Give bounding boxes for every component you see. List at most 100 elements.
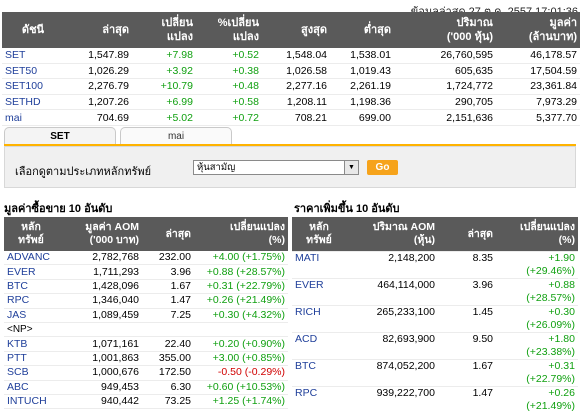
symbol-link[interactable]: BTC bbox=[7, 279, 28, 292]
col-aom-volume: ปริมาณ AOM (หุ้น) bbox=[346, 217, 438, 252]
table-row: ADVANC 2,782,768 232.00 +4.00 (+1.75%) bbox=[4, 251, 288, 266]
aom-value: 1,001,863 bbox=[58, 351, 142, 367]
pct-change: (+21.49%) bbox=[526, 400, 575, 412]
spacer-cell bbox=[292, 319, 496, 333]
aom-volume: 82,693,900 bbox=[346, 332, 438, 346]
index-volume: 290,705 bbox=[394, 94, 496, 111]
price-change: +1.90 bbox=[496, 251, 578, 265]
table-row-sub: (+21.49%) bbox=[292, 400, 578, 413]
index-high: 1,548.04 bbox=[262, 48, 330, 64]
table-row: INTUCH 940,442 73.25 +1.25 (+1.74%) bbox=[4, 394, 288, 410]
symbol-link[interactable]: RICH bbox=[295, 306, 321, 318]
tab-set[interactable]: SET bbox=[4, 127, 116, 144]
last-price: 3.96 bbox=[438, 278, 496, 292]
price-change: +0.30 bbox=[496, 305, 578, 319]
last-price: 172.50 bbox=[142, 365, 194, 381]
aom-value: 949,453 bbox=[58, 380, 142, 395]
table-row-sub: (+28.57%) bbox=[292, 292, 578, 306]
spacer-cell bbox=[292, 400, 496, 413]
last-price: 7.25 bbox=[142, 308, 194, 323]
symbol-link[interactable]: ADVANC bbox=[7, 251, 50, 264]
col-symbol: หลัก ทรัพย์ bbox=[4, 217, 58, 251]
symbol-cell: JAS bbox=[4, 308, 58, 323]
table-row: EVER 464,114,000 3.96 +0.88 bbox=[292, 278, 578, 292]
symbol-link[interactable]: ACD bbox=[295, 333, 318, 345]
chevron-down-icon: ▼ bbox=[344, 161, 358, 174]
spacer-cell bbox=[292, 292, 496, 306]
top-gainers-title: ราคาเพิ่มขึ้น 10 อันดับ bbox=[294, 203, 400, 215]
pct-change: (+28.57%) bbox=[526, 292, 575, 304]
index-table: ดัชนี ล่าสุด เปลี่ยน แปลง %เปลี่ยน แปลง … bbox=[2, 12, 580, 126]
index-table-body: SET 1,547.89 +7.98 +0.52 1,548.04 1,538.01 26,… bbox=[2, 48, 580, 126]
index-low: 2,261.19 bbox=[330, 78, 394, 95]
symbol-link[interactable]: ABC bbox=[7, 380, 29, 393]
last-price: 1.47 bbox=[438, 386, 496, 400]
index-change: +3.92 bbox=[132, 63, 196, 80]
symbol-link[interactable]: RPC bbox=[7, 294, 30, 307]
last-price: 1.45 bbox=[438, 305, 496, 319]
index-volume: 26,760,595 bbox=[394, 48, 496, 64]
symbol-link[interactable]: JAS bbox=[7, 308, 27, 321]
last-price: 1.47 bbox=[142, 293, 194, 309]
symbol-link[interactable]: MATI bbox=[295, 252, 320, 264]
index-row: mai 704.69 +5.02 +0.72 708.21 699.00 2,151,636… bbox=[2, 109, 580, 126]
table-row: ABC 949,453 6.30 +0.60 (+10.53%) bbox=[4, 380, 288, 395]
symbol-cell: RPC bbox=[292, 386, 346, 400]
symbol-link[interactable]: EVER bbox=[295, 279, 324, 291]
index-volume: 2,151,636 bbox=[394, 109, 496, 126]
index-pct-change: +0.52 bbox=[196, 48, 262, 64]
security-type-select[interactable]: หุ้นสามัญ ▼ bbox=[193, 160, 359, 175]
symbol-link[interactable]: BTC bbox=[295, 360, 316, 372]
symbol-cell: EVER bbox=[4, 264, 58, 280]
aom-volume: 464,114,000 bbox=[346, 278, 438, 292]
aom-value: 1,000,676 bbox=[58, 365, 142, 381]
table-row-sub: (+29.46%) bbox=[292, 265, 578, 279]
symbol-link[interactable]: SCB bbox=[7, 366, 29, 379]
symbol-cell: MATI bbox=[292, 251, 346, 265]
col-pct-change: %เปลี่ยน แปลง bbox=[196, 12, 262, 48]
index-name[interactable]: SET100 bbox=[2, 78, 64, 95]
top-value-table: หลัก ทรัพย์ มูลค่า AOM ('000 บาท) ล่าสุด… bbox=[4, 217, 288, 410]
price-change: +3.00 (+0.85%) bbox=[194, 351, 288, 367]
index-name[interactable]: SETHD bbox=[2, 94, 64, 111]
index-last: 1,026.29 bbox=[64, 63, 132, 80]
index-table-header: ดัชนี ล่าสุด เปลี่ยน แปลง %เปลี่ยน แปลง … bbox=[2, 12, 580, 48]
index-value: 5,377.70 bbox=[496, 109, 580, 126]
filter-label: เลือกดูตามประเภทหลักทรัพย์ bbox=[15, 166, 152, 178]
index-volume: 605,635 bbox=[394, 63, 496, 80]
price-change: +0.88 (+28.57%) bbox=[194, 264, 288, 280]
table-row: KTB 1,071,161 22.40 +0.20 (+0.90%) bbox=[4, 336, 288, 352]
col-index: ดัชนี bbox=[2, 12, 64, 48]
top-gainers-table: หลัก ทรัพย์ ปริมาณ AOM (หุ้น) ล่าสุด เปล… bbox=[292, 217, 578, 413]
col-high: สูงสุด bbox=[262, 12, 330, 48]
pct-change: (+23.38%) bbox=[526, 346, 575, 358]
symbol-cell: ABC bbox=[4, 380, 58, 395]
index-value: 46,178.57 bbox=[496, 48, 580, 64]
symbol-link[interactable]: EVER bbox=[7, 265, 36, 278]
price-change: +0.26 (+21.49%) bbox=[194, 293, 288, 309]
index-row: SET100 2,276.79 +10.79 +0.48 2,277.16 2,261.1… bbox=[2, 78, 580, 95]
table-row: SCB 1,000,676 172.50 -0.50 (-0.29%) bbox=[4, 365, 288, 381]
price-change: +0.26 bbox=[496, 386, 578, 400]
table-row: EVER 1,711,293 3.96 +0.88 (+28.57%) bbox=[4, 264, 288, 280]
index-name[interactable]: mai bbox=[2, 109, 64, 126]
go-button[interactable]: Go bbox=[367, 160, 398, 175]
pct-change: (+26.09%) bbox=[526, 319, 575, 331]
table-row: ACD 82,693,900 9.50 +1.80 bbox=[292, 332, 578, 346]
symbol-link[interactable]: PTT bbox=[7, 351, 27, 364]
aom-volume: 874,052,200 bbox=[346, 359, 438, 373]
symbol-link[interactable]: INTUCH bbox=[7, 395, 47, 408]
aom-value: 1,428,096 bbox=[58, 279, 142, 295]
index-name[interactable]: SET bbox=[2, 48, 64, 64]
index-name[interactable]: SET50 bbox=[2, 63, 64, 80]
spacer-cell bbox=[292, 373, 496, 387]
symbol-link[interactable]: RPC bbox=[295, 387, 318, 399]
aom-value: 1,711,293 bbox=[58, 264, 142, 280]
index-volume: 1,724,772 bbox=[394, 78, 496, 95]
symbol-link[interactable]: KTB bbox=[7, 337, 28, 350]
price-change: +0.31 bbox=[496, 359, 578, 373]
index-change: +6.99 bbox=[132, 94, 196, 111]
table-row: MATI 2,148,200 8.35 +1.90 bbox=[292, 251, 578, 265]
tab-mai[interactable]: mai bbox=[120, 127, 232, 144]
last-price: 1.67 bbox=[438, 359, 496, 373]
